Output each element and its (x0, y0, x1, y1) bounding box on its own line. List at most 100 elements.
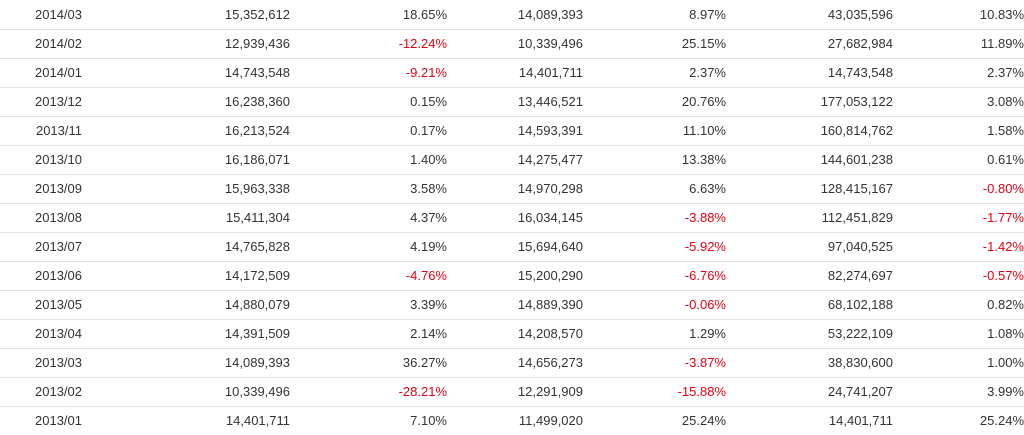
value-cell: 14,275,477 (517, 152, 583, 167)
period-cell: 2013/05 (35, 297, 82, 312)
table-row: 2013/02 10,339,496 -28.21% 12,291,909 -15.88… (0, 377, 1024, 406)
change-cell: -0.06% (684, 297, 726, 312)
period-cell: 2013/04 (35, 326, 82, 341)
period-cell: 2013/11 (35, 123, 82, 138)
value-cell: 15,963,338 (224, 181, 290, 196)
change-cell: 1.08% (987, 326, 1024, 341)
change-cell: 0.61% (987, 152, 1024, 167)
change-cell: 10.83% (979, 6, 1024, 22)
table-row: 2013/06 14,172,509 -4.76% 15,200,290 -6.76% 8… (0, 261, 1024, 290)
value-cell: 16,213,524 (224, 123, 290, 138)
value-cell: 14,208,570 (517, 326, 583, 341)
change-cell: -5.92% (684, 239, 726, 254)
value-cell: 10,339,496 (517, 36, 583, 51)
change-cell: 36.27% (402, 355, 447, 370)
change-cell: 25.24% (979, 413, 1024, 429)
change-cell: -3.87% (684, 355, 726, 370)
value-cell: 43,035,596 (827, 6, 893, 22)
change-cell: 0.82% (987, 297, 1024, 312)
table-row: 2014/01 14,743,548 -9.21% 14,401,711 2.37% 14… (0, 58, 1024, 87)
change-cell: 25.24% (681, 413, 726, 429)
table-row: 2013/12 16,238,360 0.15% 13,446,521 20.76% 17… (0, 87, 1024, 116)
value-cell: 14,172,509 (224, 268, 290, 283)
period-cell: 2013/01 (35, 413, 82, 429)
table-row: 2013/03 14,089,393 36.27% 14,656,273 -3.87% 3… (0, 348, 1024, 377)
change-cell: 18.65% (402, 6, 447, 22)
value-cell: 15,200,290 (517, 268, 583, 283)
value-cell: 82,274,697 (827, 268, 893, 283)
table-row: 2014/03 15,352,612 18.65% 14,089,393 8.97% 43… (0, 0, 1024, 29)
period-cell: 2013/09 (35, 181, 82, 196)
table-row: 2013/01 14,401,711 7.10% 11,499,020 25.24% 14… (0, 406, 1024, 435)
period-cell: 2013/07 (35, 239, 82, 254)
table-row: 2014/02 12,939,436 -12.24% 10,339,496 25.15%… (0, 29, 1024, 58)
table-row: 2013/04 14,391,509 2.14% 14,208,570 1.29% 53,… (0, 319, 1024, 348)
table-row: 2013/11 16,213,524 0.17% 14,593,391 11.10% 16… (0, 116, 1024, 145)
period-cell: 2014/03 (35, 6, 82, 22)
value-cell: 14,743,548 (224, 65, 290, 80)
value-cell: 14,089,393 (224, 355, 290, 370)
value-cell: 12,291,909 (517, 384, 583, 399)
change-cell: 1.00% (987, 355, 1024, 370)
change-cell: 1.40% (410, 152, 447, 167)
change-cell: 0.15% (410, 94, 447, 109)
change-cell: 3.99% (987, 384, 1024, 399)
period-cell: 2014/02 (35, 36, 82, 51)
change-cell: -6.76% (684, 268, 726, 283)
value-cell: 15,694,640 (517, 239, 583, 254)
change-cell: -3.88% (684, 210, 726, 225)
period-cell: 2013/12 (35, 94, 82, 109)
value-cell: 24,741,207 (827, 384, 893, 399)
change-cell: -0.80% (982, 181, 1024, 196)
value-cell: 16,034,145 (517, 210, 583, 225)
value-cell: 27,682,984 (827, 36, 893, 51)
period-cell: 2013/10 (35, 152, 82, 167)
value-cell: 14,391,509 (224, 326, 290, 341)
change-cell: 20.76% (681, 94, 726, 109)
change-cell: 0.17% (410, 123, 447, 138)
change-cell: -9.21% (405, 65, 447, 80)
value-cell: 14,593,391 (517, 123, 583, 138)
change-cell: 25.15% (681, 36, 726, 51)
change-cell: 7.10% (410, 413, 447, 429)
value-cell: 11,499,020 (518, 413, 583, 429)
period-cell: 2013/02 (35, 384, 82, 399)
change-cell: 2.37% (987, 65, 1024, 80)
value-cell: 14,970,298 (517, 181, 583, 196)
value-cell: 14,765,828 (224, 239, 290, 254)
value-cell: 144,601,238 (820, 152, 893, 167)
change-cell: -4.76% (405, 268, 447, 283)
value-cell: 160,814,762 (820, 123, 893, 138)
value-cell: 14,401,711 (225, 413, 290, 429)
value-cell: 10,339,496 (224, 384, 290, 399)
change-cell: -28.21% (398, 384, 447, 399)
value-cell: 14,401,711 (828, 413, 893, 429)
change-cell: 2.37% (689, 65, 726, 80)
value-cell: 15,411,304 (225, 210, 290, 225)
value-cell: 16,238,360 (224, 94, 290, 109)
table-row: 2013/08 15,411,304 4.37% 16,034,145 -3.88% 11… (0, 203, 1024, 232)
change-cell: 11.89% (980, 36, 1024, 51)
value-cell: 14,656,273 (517, 355, 583, 370)
value-cell: 13,446,521 (517, 94, 583, 109)
value-cell: 112,451,829 (821, 210, 893, 225)
value-cell: 15,352,612 (224, 6, 290, 22)
change-cell: 2.14% (410, 326, 447, 341)
value-cell: 177,053,122 (820, 94, 893, 109)
value-cell: 53,222,109 (827, 326, 893, 341)
change-cell: 11.10% (682, 123, 726, 138)
change-cell: -1.42% (982, 239, 1024, 254)
period-cell: 2013/06 (35, 268, 82, 283)
change-cell: -1.77% (982, 210, 1024, 225)
period-cell: 2013/03 (35, 355, 82, 370)
change-cell: 3.08% (987, 94, 1024, 109)
value-cell: 14,743,548 (827, 65, 893, 80)
table-row: 2013/09 15,963,338 3.58% 14,970,298 6.63% 128… (0, 174, 1024, 203)
value-cell: 14,880,079 (224, 297, 290, 312)
change-cell: -12.24% (398, 36, 447, 51)
change-cell: 8.97% (689, 6, 726, 22)
period-cell: 2013/08 (35, 210, 82, 225)
change-cell: -15.88% (677, 384, 726, 399)
